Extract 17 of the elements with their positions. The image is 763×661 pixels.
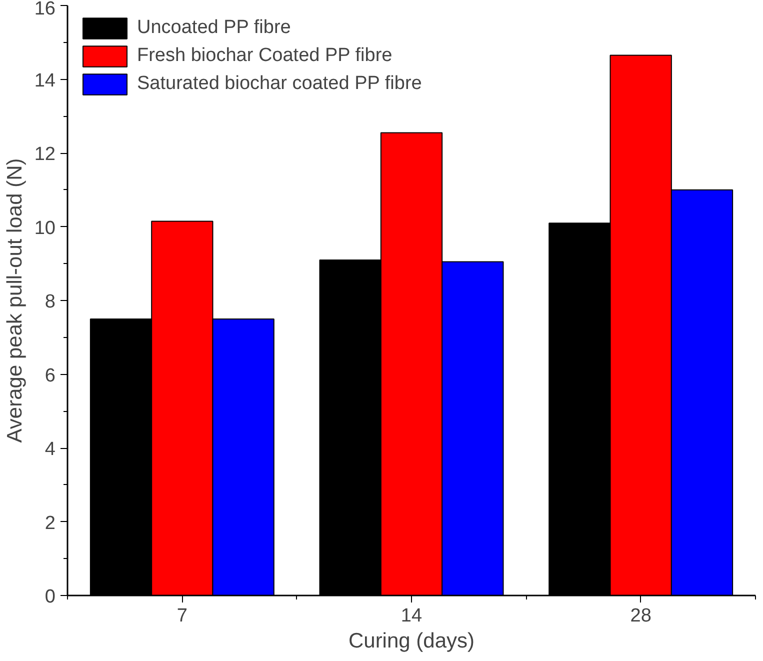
x-tick-label: 14 (400, 606, 422, 626)
y-tick-label: 0 (44, 586, 56, 608)
y-tick-label: 16 (34, 0, 56, 20)
y-axis-title: Average peak pull-out load (N) (3, 158, 26, 443)
legend-label: Uncoated PP fibre (137, 17, 291, 39)
y-tick-label: 14 (34, 70, 56, 92)
y-tick-label: 12 (34, 144, 56, 165)
y-tick-label: 8 (44, 292, 56, 312)
y-tick-label: 4 (44, 439, 56, 460)
legend-label: Fresh biochar Coated PP fibre (137, 45, 392, 67)
x-tick-label: 28 (630, 606, 652, 626)
y-tick-label: 10 (34, 218, 56, 239)
legend-label: Saturated biochar coated PP fibre (137, 73, 422, 95)
x-axis-title: Curing (days) (348, 630, 475, 652)
y-tick-label: 2 (44, 512, 56, 534)
x-tick-label: 7 (176, 606, 188, 626)
y-tick-label: 6 (44, 365, 56, 386)
